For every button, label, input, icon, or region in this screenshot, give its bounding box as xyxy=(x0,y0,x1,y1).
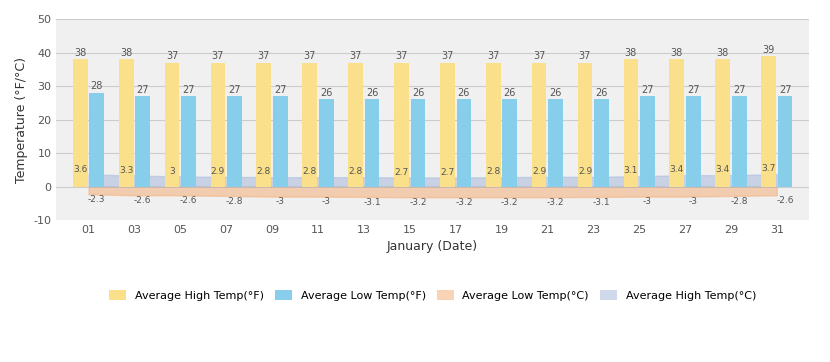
Text: 27: 27 xyxy=(733,85,745,95)
Text: 3.4: 3.4 xyxy=(670,165,684,174)
Text: 38: 38 xyxy=(74,48,86,58)
Text: -2.6: -2.6 xyxy=(776,196,793,205)
Text: 3.6: 3.6 xyxy=(73,165,87,174)
Bar xyxy=(273,96,288,186)
Text: 27: 27 xyxy=(687,85,700,95)
Text: 26: 26 xyxy=(504,88,516,98)
Bar xyxy=(394,63,409,186)
Text: 37: 37 xyxy=(166,51,178,61)
Bar xyxy=(778,96,793,186)
Text: 3.7: 3.7 xyxy=(761,164,776,173)
Text: 38: 38 xyxy=(120,48,132,58)
Text: 37: 37 xyxy=(442,51,453,61)
Text: 37: 37 xyxy=(349,51,362,61)
Text: 38: 38 xyxy=(716,48,729,58)
Text: 39: 39 xyxy=(763,45,774,55)
Legend: Average High Temp(°F), Average Low Temp(°F), Average Low Temp(°C), Average High : Average High Temp(°F), Average Low Temp(… xyxy=(105,286,760,306)
X-axis label: January (Date): January (Date) xyxy=(387,240,478,253)
Text: 27: 27 xyxy=(641,85,654,95)
Text: -3.2: -3.2 xyxy=(547,198,564,207)
Text: 38: 38 xyxy=(671,48,683,58)
Bar xyxy=(227,96,242,186)
Text: 37: 37 xyxy=(304,51,316,61)
Text: 3.3: 3.3 xyxy=(119,166,134,174)
Text: -2.8: -2.8 xyxy=(226,197,243,206)
Text: -3: -3 xyxy=(322,197,330,206)
Bar xyxy=(532,63,546,186)
Text: -3.2: -3.2 xyxy=(501,198,519,207)
Text: 3.4: 3.4 xyxy=(715,165,730,174)
Text: -3.1: -3.1 xyxy=(364,198,381,207)
Text: -3: -3 xyxy=(689,197,698,206)
Text: 27: 27 xyxy=(779,85,791,95)
Text: 2.9: 2.9 xyxy=(211,167,225,176)
Bar xyxy=(211,63,225,186)
Text: 2.7: 2.7 xyxy=(440,168,455,177)
Text: 2.8: 2.8 xyxy=(486,167,500,176)
Bar xyxy=(457,100,471,186)
Text: 28: 28 xyxy=(90,81,103,91)
Bar xyxy=(623,59,638,186)
Text: -2.8: -2.8 xyxy=(730,197,748,206)
Bar xyxy=(594,100,609,186)
Text: 37: 37 xyxy=(487,51,500,61)
Text: 2.9: 2.9 xyxy=(578,167,592,176)
Bar xyxy=(319,100,334,186)
Text: 2.8: 2.8 xyxy=(349,167,363,176)
Text: -3.2: -3.2 xyxy=(409,198,427,207)
Bar xyxy=(90,93,104,186)
Text: 26: 26 xyxy=(366,88,378,98)
Text: 26: 26 xyxy=(320,88,332,98)
Text: 2.8: 2.8 xyxy=(256,167,271,176)
Text: -3.1: -3.1 xyxy=(593,198,610,207)
Bar xyxy=(181,96,196,186)
Text: 27: 27 xyxy=(228,85,241,95)
Text: 26: 26 xyxy=(549,88,562,98)
Bar xyxy=(715,59,730,186)
Text: 27: 27 xyxy=(274,85,286,95)
Text: 3: 3 xyxy=(169,167,175,176)
Bar xyxy=(440,63,455,186)
Bar xyxy=(135,96,150,186)
Bar xyxy=(578,63,593,186)
Y-axis label: Temperature (°F/°C): Temperature (°F/°C) xyxy=(15,56,28,182)
Text: -2.6: -2.6 xyxy=(134,196,151,205)
Bar xyxy=(302,63,317,186)
Text: 37: 37 xyxy=(579,51,591,61)
Bar xyxy=(364,100,379,186)
Bar xyxy=(256,63,271,186)
Text: 38: 38 xyxy=(625,48,637,58)
Bar xyxy=(73,59,88,186)
Bar xyxy=(761,56,776,186)
Text: 27: 27 xyxy=(183,85,195,95)
Text: 3.1: 3.1 xyxy=(623,166,638,175)
Text: -3.2: -3.2 xyxy=(455,198,472,207)
Bar xyxy=(549,100,563,186)
Bar xyxy=(119,59,134,186)
Text: 26: 26 xyxy=(595,88,608,98)
Text: 27: 27 xyxy=(136,85,149,95)
Text: -3: -3 xyxy=(643,197,652,206)
Bar xyxy=(164,63,179,186)
Bar xyxy=(732,96,746,186)
Text: 26: 26 xyxy=(412,88,424,98)
Bar xyxy=(502,100,517,186)
Text: 26: 26 xyxy=(457,88,470,98)
Text: 2.9: 2.9 xyxy=(532,167,546,176)
Text: 37: 37 xyxy=(533,51,545,61)
Text: 37: 37 xyxy=(212,51,224,61)
Text: 37: 37 xyxy=(395,51,408,61)
Text: -2.3: -2.3 xyxy=(88,195,105,204)
Text: -3: -3 xyxy=(276,197,285,206)
Bar xyxy=(640,96,655,186)
Text: 37: 37 xyxy=(257,51,270,61)
Bar xyxy=(411,100,425,186)
Text: 2.7: 2.7 xyxy=(394,168,408,177)
Bar xyxy=(349,63,363,186)
Text: -2.6: -2.6 xyxy=(180,196,198,205)
Bar xyxy=(686,96,701,186)
Bar xyxy=(670,59,684,186)
Text: 2.8: 2.8 xyxy=(303,167,317,176)
Bar xyxy=(486,63,500,186)
